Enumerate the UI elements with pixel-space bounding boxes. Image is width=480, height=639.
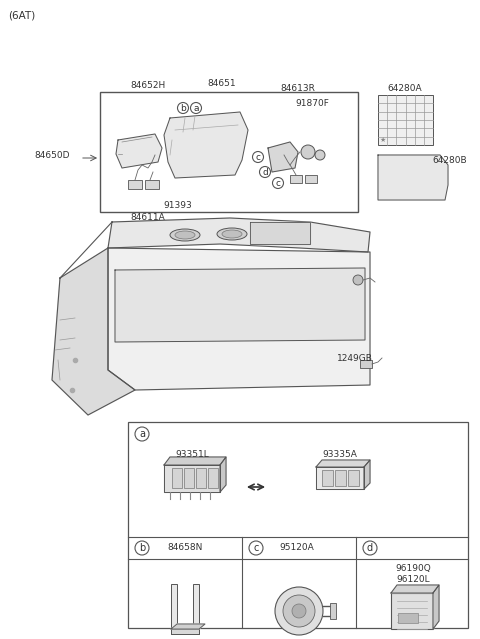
Circle shape: [283, 595, 315, 627]
Text: d: d: [262, 167, 268, 176]
Polygon shape: [116, 134, 162, 168]
Circle shape: [363, 541, 377, 555]
Text: 95120A: 95120A: [280, 544, 314, 553]
Polygon shape: [164, 465, 220, 492]
Text: 84651: 84651: [208, 79, 236, 88]
Polygon shape: [316, 460, 370, 467]
Bar: [335, 470, 346, 486]
Text: 84613R: 84613R: [281, 84, 315, 93]
Bar: [193, 584, 199, 634]
Polygon shape: [52, 248, 135, 415]
Polygon shape: [391, 585, 439, 593]
Polygon shape: [268, 142, 298, 172]
Circle shape: [275, 587, 323, 635]
Text: c: c: [253, 543, 259, 553]
Text: (6AT): (6AT): [8, 10, 35, 20]
Polygon shape: [171, 624, 205, 629]
Bar: [305, 175, 317, 183]
Polygon shape: [364, 460, 370, 489]
Text: 96120L: 96120L: [396, 574, 430, 583]
Ellipse shape: [217, 228, 247, 240]
Bar: [171, 584, 177, 634]
Bar: [322, 470, 333, 486]
Text: 64280B: 64280B: [432, 155, 468, 164]
Text: 84658N: 84658N: [168, 544, 203, 553]
Text: 93335A: 93335A: [323, 449, 358, 459]
Ellipse shape: [222, 230, 242, 238]
Polygon shape: [250, 222, 310, 244]
Text: 91870F: 91870F: [295, 98, 329, 107]
Bar: [196, 468, 206, 488]
Bar: [398, 613, 418, 623]
Bar: [184, 468, 194, 488]
Text: 93351L: 93351L: [175, 449, 209, 459]
Polygon shape: [164, 112, 248, 178]
Polygon shape: [220, 457, 226, 492]
Text: 84650D: 84650D: [34, 151, 70, 160]
Bar: [378, 95, 433, 145]
Polygon shape: [164, 457, 226, 465]
Bar: [171, 629, 199, 634]
Text: a: a: [193, 104, 199, 112]
Circle shape: [178, 102, 189, 114]
Circle shape: [135, 427, 149, 441]
Text: 84652H: 84652H: [131, 81, 166, 89]
Bar: [391, 593, 433, 629]
Text: 64280A: 64280A: [388, 84, 422, 93]
Polygon shape: [378, 155, 448, 200]
Polygon shape: [316, 467, 364, 489]
Circle shape: [249, 541, 263, 555]
Text: 1249GB: 1249GB: [337, 353, 373, 362]
Text: 96190Q: 96190Q: [395, 564, 431, 573]
Text: 91393: 91393: [164, 201, 192, 210]
Bar: [360, 360, 372, 368]
Circle shape: [191, 102, 202, 114]
Bar: [330, 603, 336, 619]
Text: c: c: [276, 178, 280, 187]
Bar: [145, 180, 159, 189]
Circle shape: [135, 541, 149, 555]
Bar: [208, 468, 218, 488]
Polygon shape: [433, 585, 439, 629]
Bar: [172, 468, 182, 488]
Circle shape: [273, 178, 284, 189]
Ellipse shape: [175, 231, 195, 239]
Text: a: a: [139, 429, 145, 439]
Text: c: c: [255, 153, 261, 162]
Bar: [100, 92, 358, 212]
Text: 84611A: 84611A: [131, 213, 166, 222]
Polygon shape: [115, 268, 365, 342]
Ellipse shape: [170, 229, 200, 241]
Text: ★: ★: [380, 137, 386, 143]
Bar: [128, 422, 468, 628]
Bar: [348, 470, 359, 486]
Circle shape: [353, 275, 363, 285]
Polygon shape: [108, 248, 370, 390]
Circle shape: [292, 604, 306, 618]
Text: b: b: [180, 104, 186, 112]
Circle shape: [260, 167, 271, 178]
Circle shape: [252, 151, 264, 162]
Bar: [128, 180, 142, 189]
Text: b: b: [139, 543, 145, 553]
Text: d: d: [367, 543, 373, 553]
Bar: [290, 175, 302, 183]
Circle shape: [301, 145, 315, 159]
Polygon shape: [108, 218, 370, 252]
Circle shape: [315, 150, 325, 160]
